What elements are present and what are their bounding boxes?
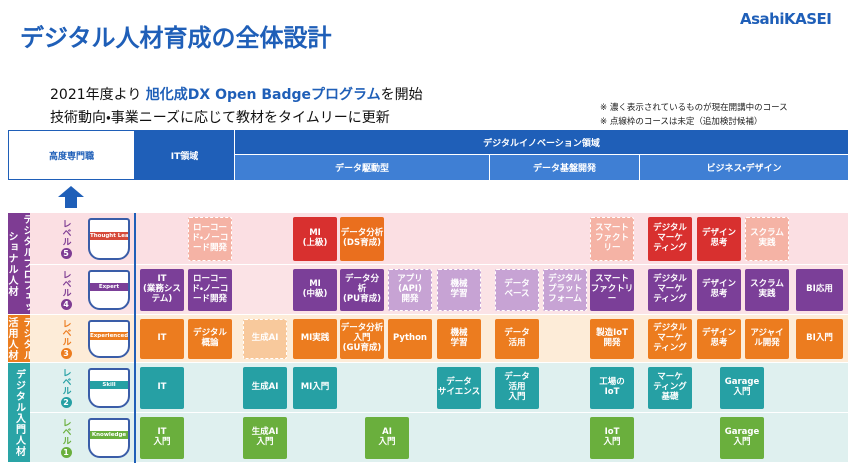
course: デジタル マーケ ティング [648,319,692,359]
lead-text: を開始 [380,87,423,103]
note: ※ 点線枠のコースは未定（追加検討候補） [600,117,763,127]
category-label: デジタル入門人材 [8,363,30,463]
course: アジャイ ル開発 [745,319,789,359]
level-text: レベル [60,319,71,346]
course: スマート ファクトリ ー [590,269,634,311]
level-number: 4 [60,299,72,310]
course: 生成AI [243,367,287,409]
course: データ分析 入門 (GU育成) [340,319,384,359]
level-number: 3 [60,348,72,359]
badge: Experienced [88,320,130,358]
course: デジタル 概論 [188,319,232,359]
course: デザイン 思考 [697,269,741,311]
logo: AsahiKASEI [740,10,832,28]
header-cell: データ駆動型 [235,155,490,180]
category-label: デジタルプロフェッショナル人材 [6,213,32,315]
level-number: 5 [60,248,72,259]
up-arrow [58,186,84,208]
badge-label: Skill [90,381,128,389]
level-label: レベル 2 [56,367,76,409]
level-label: レベル 3 [56,319,76,359]
header-cell: デジタルイノベーション領域 [235,130,848,155]
course: デジタル マーケ ティング [648,269,692,311]
level-label: レベル 1 [56,417,76,459]
level-text: レベル [60,270,71,297]
badge-label: Expert [90,283,128,291]
course: MI実践 [293,319,337,359]
course: データ 活用 [495,319,539,359]
course: データ分析 (DS育成) [340,217,384,261]
course: BI応用 [796,269,843,311]
level-text: レベル [60,219,71,246]
course: IT (業務シス テム) [140,269,184,311]
header-cell: ビジネス・デザイン [640,155,848,180]
header-cell: 高度専門職 [8,130,135,180]
course: MI (上級) [293,217,337,261]
level-label: レベル 4 [56,269,76,311]
lead-text: 2021年度より [50,87,146,103]
course: デジタル プラット フォーム [543,269,587,311]
course: MI (中級) [293,269,337,311]
course: デジタル マーケ ティング [648,217,692,261]
course: IT 入門 [140,417,184,459]
badge: Skill [88,368,130,408]
header-cell: データ基盤開発 [490,155,640,180]
badge: Knowledge [88,418,130,458]
course: BI入門 [796,319,843,359]
course: 機械 学習 [437,269,481,311]
header-cell: IT領域 [135,130,235,180]
level-number: 2 [60,397,72,408]
course: マーケ ティング 基礎 [648,367,692,409]
course: IT [140,319,184,359]
course: データ分 析 (PU育成) [340,269,384,311]
course: 生成AI 入門 [243,417,287,459]
badge: Expert [88,270,130,310]
badge: Thought Leader [88,218,130,260]
lead-highlight: 旭化成DX Open Badgeプログラム [145,87,381,103]
course: データ ベース [495,269,539,311]
badge-label: Knowledge [90,431,128,439]
course: 工場の IoT [590,367,634,409]
course: スマート ファクトリー [590,217,634,261]
level-label: レベル 5 [56,217,76,261]
course: 製造IoT 開発 [590,319,634,359]
badge-label: Experienced [90,332,128,340]
course: Garage 入門 [720,417,764,459]
level-number: 1 [60,447,72,458]
course: IoT 入門 [590,417,634,459]
course: ローコー ド・ノーコ ード開発 [188,269,232,311]
course: 機械 学習 [437,319,481,359]
course: Python [388,319,432,359]
divider [134,213,136,463]
category-label: デジタル活用人材 [6,315,32,363]
course: データ サイエンス [437,367,481,409]
course: アプリ (API) 開発 [388,269,432,311]
course: デザイン 思考 [697,319,741,359]
level-text: レベル [60,368,71,395]
badge-label: Thought Leader [90,232,128,240]
level-text: レベル [60,418,71,445]
course: データ 活用 入門 [495,367,539,409]
course: AI 入門 [365,417,409,459]
course: MI入門 [293,367,337,409]
lead: 2021年度より 旭化成DX Open Badgeプログラムを開始 [50,84,423,104]
course: 生成AI [243,319,287,359]
title: デジタル人材育成の全体設計 [20,24,332,52]
course: スクラム 実践 [745,269,789,311]
note: ※ 濃く表示されているものが現在開講中のコース [600,103,788,113]
course: デザイン 思考 [697,217,741,261]
course: スクラム 実践 [745,217,789,261]
lead-line: 技術動向・事業ニーズに応じて教材をタイムリーに更新 [50,110,390,126]
course: ローコード・ノーコード開発 [188,217,232,261]
course: IT [140,367,184,409]
course: Garage 入門 [720,367,764,409]
